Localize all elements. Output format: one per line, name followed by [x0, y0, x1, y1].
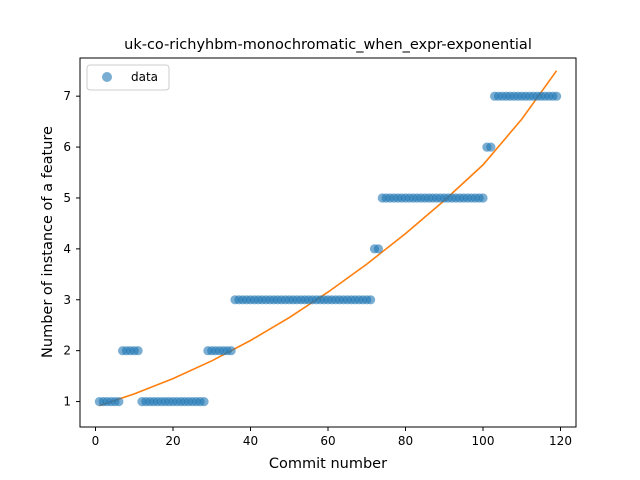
axis-ticks: 0 20 40 60 80 100 120 1 2 3 4 5 6 7: [63, 89, 572, 448]
x-tick-label: 100: [472, 434, 495, 448]
x-tick-label: 20: [165, 434, 180, 448]
x-tick-label: 80: [398, 434, 413, 448]
x-tick-label: 120: [549, 434, 572, 448]
y-tick-label: 2: [63, 344, 71, 358]
scatter-points-layer: [94, 91, 562, 407]
legend: data: [86, 64, 170, 91]
data-point: [373, 244, 383, 254]
y-tick-label: 4: [63, 242, 71, 256]
data-point: [114, 397, 124, 407]
y-tick-label: 6: [63, 140, 71, 154]
x-axis-label: Commit number: [269, 456, 387, 472]
fit-curve: [99, 70, 558, 407]
y-tick-label: 1: [63, 395, 71, 409]
y-tick-label: 7: [63, 89, 71, 103]
data-point: [199, 397, 209, 407]
x-tick-label: 40: [243, 434, 258, 448]
x-tick-label: 0: [92, 434, 100, 448]
data-point: [552, 91, 562, 101]
legend-entry-data: data: [131, 70, 158, 84]
plot-frame: [79, 57, 577, 428]
y-tick-label: 5: [63, 191, 71, 205]
data-point: [486, 142, 496, 152]
legend-box: [86, 64, 170, 91]
x-tick-label: 60: [320, 434, 335, 448]
data-point: [478, 193, 488, 203]
data-point: [366, 295, 376, 305]
y-tick-label: 3: [63, 293, 71, 307]
fit-line-layer: [99, 70, 558, 407]
y-axis-label: Number of instance of a feature: [40, 126, 56, 358]
legend-marker: [102, 72, 112, 82]
data-point: [226, 346, 236, 356]
data-point: [133, 346, 143, 356]
chart-title: uk-co-richyhbm-monochromatic_when_expr-e…: [124, 37, 532, 53]
